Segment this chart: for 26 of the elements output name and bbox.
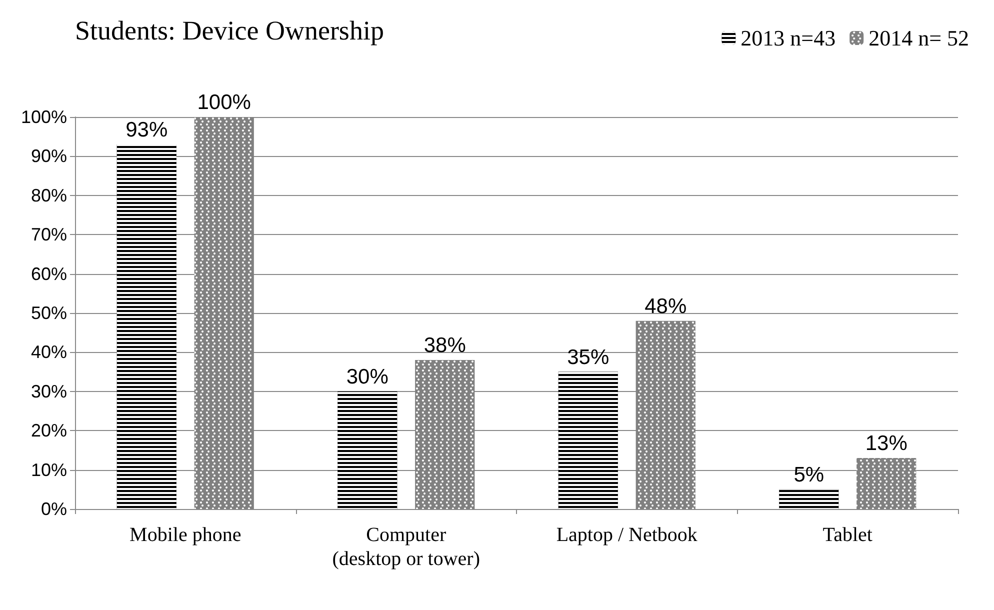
y-tick-label: 10% [30,460,67,480]
data-label: 38% [424,334,466,358]
y-tick-label: 0% [40,499,67,519]
y-tick-label: 100% [20,107,67,127]
data-label: 48% [644,294,687,318]
y-tick-label: 30% [30,381,67,402]
y-tick-label: 40% [30,342,67,362]
x-tick-label: Tablet [822,524,873,546]
legend-label: 2014 n= 52 [868,26,970,50]
data-label: 35% [567,346,610,369]
chart-title: Students: Device Ownership [75,16,384,46]
data-label: 5% [794,463,824,486]
data-label: 100% [197,91,251,114]
data-label: 30% [346,365,388,388]
data-label: 93% [126,118,168,142]
y-tick-label: 60% [30,264,67,284]
x-tick-label: Laptop / Netbook [556,524,698,546]
y-tick-label: 90% [30,146,67,166]
legend-label: 2013 n=43 [740,26,836,50]
y-tick-label: 80% [30,185,67,206]
y-tick-label: 20% [30,420,67,441]
x-tick-label: Mobile phone [130,524,242,546]
y-tick-label: 50% [30,303,67,323]
data-label: 13% [865,432,908,456]
x-tick-label: Computer (desktop or tower) [332,524,480,570]
y-tick-label: 70% [30,224,67,245]
